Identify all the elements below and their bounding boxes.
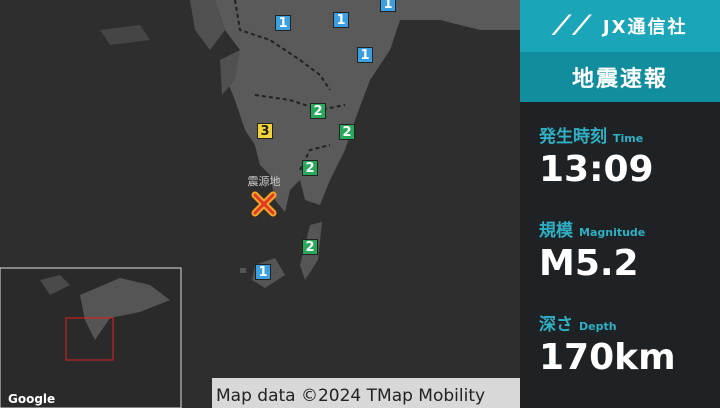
map[interactable]: 震源地 Google Map data ©2024 TMap Mobility <box>0 0 520 408</box>
intensity-marker: 1 <box>357 47 373 63</box>
intensity-marker: 1 <box>255 264 271 280</box>
field-sublabel: Time <box>613 132 644 145</box>
field-value: 170km <box>539 337 676 378</box>
brand-name: JX通信社 <box>602 17 688 38</box>
field-sublabel: Magnitude <box>579 226 646 239</box>
field: 深さ Depth 170km <box>539 310 676 378</box>
field: 規模 Magnitude M5.2 <box>539 216 645 284</box>
epicenter-label: 震源地 <box>248 174 281 188</box>
field-value: M5.2 <box>539 243 639 284</box>
field-label: 深さ <box>539 315 573 335</box>
field-label: 規模 <box>539 221 573 241</box>
field-label: 発生時刻 <box>539 127 607 147</box>
intensity-marker: 2 <box>339 124 355 140</box>
field: 発生時刻 Time 13:09 <box>539 122 654 190</box>
map-logo: Google <box>8 392 55 406</box>
panel-title: 地震速報 <box>520 52 720 102</box>
attribution[interactable]: Map data ©2024 TMap Mobility <box>216 386 485 406</box>
intensity-marker: 3 <box>257 123 273 139</box>
field-value: 13:09 <box>539 149 654 190</box>
intensity-marker: 2 <box>310 103 326 119</box>
info-panel: ⟋⟋ JX通信社 地震速報 発生時刻 Time 13:09 規模 Magnitude M5… <box>520 0 720 408</box>
intensity-marker: 1 <box>380 0 396 12</box>
field-sublabel: Depth <box>579 320 617 333</box>
intensity-marker: 2 <box>302 239 318 255</box>
intensity-marker: 1 <box>333 12 349 28</box>
intensity-marker: 1 <box>275 15 291 31</box>
intensity-marker: 2 <box>302 160 318 176</box>
brand: ⟋⟋ JX通信社 <box>520 0 720 52</box>
